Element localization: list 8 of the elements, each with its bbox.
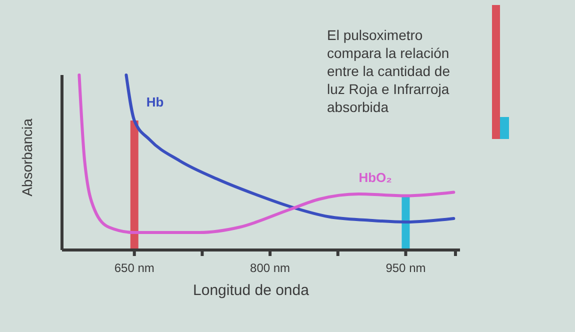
series-label: Hb (146, 94, 164, 110)
x-axis-title: Longitud de onda (193, 282, 310, 299)
series-label: HbO₂ (358, 170, 392, 185)
y-axis-title: Absorbancia (19, 118, 35, 196)
x-tick-label: 950 nm (386, 261, 426, 276)
x-tick-label: 650 nm (114, 261, 154, 276)
x-tick-label: 800 nm (250, 261, 290, 276)
annotation: El pulsoximetro compara la relación entre la cantidad de luz Roja e Infrarroja absorbida (327, 27, 450, 115)
